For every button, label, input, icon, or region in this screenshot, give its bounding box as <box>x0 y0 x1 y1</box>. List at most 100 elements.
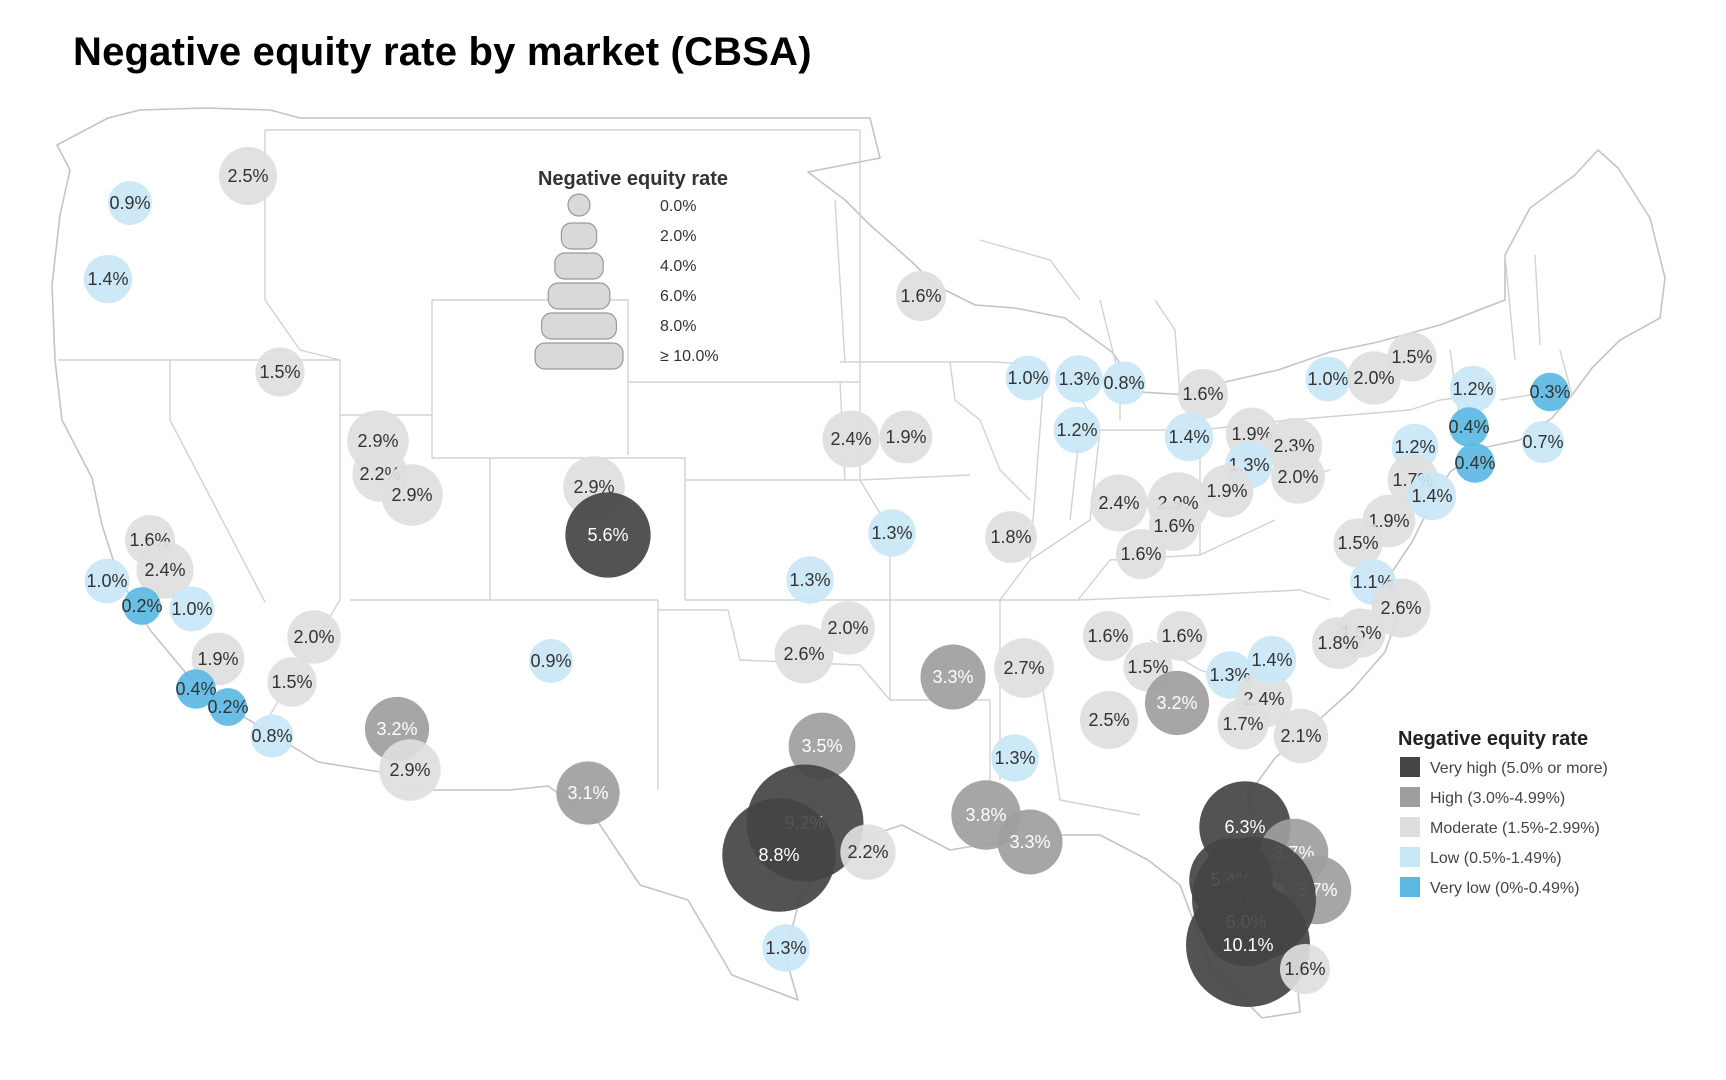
market-bubble-circle <box>985 511 1037 563</box>
market-rate-label: 3.3% <box>1009 832 1050 852</box>
market-rate-label: 1.6% <box>900 286 941 306</box>
market-bubble: 10.1% <box>1186 883 1310 1007</box>
market-bubble-circle <box>1333 518 1383 568</box>
market-bubble: 1.3% <box>762 924 810 972</box>
market-bubble: 2.5% <box>1080 691 1138 749</box>
market-rate-label: 0.4% <box>1448 417 1489 437</box>
market-bubble-circle <box>1347 351 1401 405</box>
market-bubble: 2.6% <box>774 624 834 684</box>
market-rate-label: 1.9% <box>197 649 238 669</box>
market-bubble: 1.0% <box>1005 355 1051 401</box>
market-bubble: 5.6% <box>565 492 651 578</box>
market-bubble: 2.2% <box>840 824 896 880</box>
market-rate-label: 0.2% <box>121 596 162 616</box>
size-legend-label: 2.0% <box>660 228 696 245</box>
market-bubble-circle <box>762 924 810 972</box>
market-bubble: 1.6% <box>1148 500 1200 552</box>
market-rate-label: 2.9% <box>389 760 430 780</box>
market-rate-label: 0.9% <box>109 193 150 213</box>
market-bubble-circle <box>1115 528 1167 580</box>
market-rate-label: 1.6% <box>1153 516 1194 536</box>
market-bubble-circle <box>1371 578 1431 638</box>
market-bubble: 1.2% <box>1449 365 1497 413</box>
market-bubble-circle <box>1053 406 1101 454</box>
market-bubble-circle <box>1164 412 1214 462</box>
market-rate-label: 1.9% <box>1368 511 1409 531</box>
market-rate-label: 0.2% <box>207 697 248 717</box>
market-bubble-circle <box>868 509 916 557</box>
market-bubble-circle <box>123 587 161 625</box>
market-rate-label: 2.5% <box>227 166 268 186</box>
market-rate-label: 1.0% <box>1007 368 1048 388</box>
color-legend-label: Very low (0%-0.49%) <box>1430 880 1579 897</box>
market-rate-label: 1.6% <box>1087 626 1128 646</box>
market-bubble-circle <box>1055 355 1103 403</box>
color-legend-swatch <box>1400 787 1420 807</box>
market-rate-label: 2.4% <box>144 560 185 580</box>
market-rate-label: 1.6% <box>1284 959 1325 979</box>
market-rate-label: 1.9% <box>1231 424 1272 444</box>
market-rate-label: 1.2% <box>1394 437 1435 457</box>
market-bubble-circle <box>1271 450 1325 504</box>
market-bubble: 2.0% <box>287 610 341 664</box>
us-basemap <box>51 107 1666 1019</box>
market-bubble: 2.5% <box>219 147 277 205</box>
market-rate-label: 1.4% <box>1251 650 1292 670</box>
market-bubble-circle <box>1082 610 1134 662</box>
size-legend: Negative equity rate 0.0% 2.0% 4.0% 6.0% 8.0%… <box>534 168 728 370</box>
market-rate-label: 3.5% <box>801 736 842 756</box>
market-bubble: 1.4% <box>1164 412 1214 462</box>
color-legend-swatch <box>1400 877 1420 897</box>
market-bubble: 2.0% <box>1271 450 1325 504</box>
market-bubble-circle <box>991 734 1039 782</box>
market-bubble: 1.2% <box>1053 406 1101 454</box>
market-bubble: 0.7% <box>1521 420 1565 464</box>
market-bubble-circle <box>529 639 573 683</box>
market-rate-label: 1.3% <box>871 523 912 543</box>
market-bubble-circle <box>1090 474 1148 532</box>
market-bubble-circle <box>1312 617 1364 669</box>
market-bubble-circle <box>267 657 317 707</box>
market-bubble: 0.8% <box>1102 361 1146 405</box>
market-bubble: 1.0% <box>169 586 215 632</box>
market-bubble: 2.0% <box>821 601 875 655</box>
market-bubble-circle <box>255 347 305 397</box>
market-bubble-circle <box>1449 407 1489 447</box>
market-rate-label: 1.8% <box>990 527 1031 547</box>
market-rate-label: 1.0% <box>1307 369 1348 389</box>
market-bubble-circle <box>722 798 836 912</box>
market-bubble: 3.3% <box>997 809 1063 875</box>
market-bubble-circle <box>379 739 441 801</box>
market-bubble-circle <box>788 712 856 780</box>
color-legend-swatch <box>1400 817 1420 837</box>
color-legend-label: Moderate (1.5%-2.99%) <box>1430 820 1600 837</box>
market-bubble-circle <box>136 541 194 599</box>
market-bubble: 1.9% <box>879 410 933 464</box>
market-rate-label: 0.8% <box>1103 373 1144 393</box>
market-rate-label: 1.3% <box>789 570 830 590</box>
market-bubble-circle <box>840 824 896 880</box>
market-rate-label: 1.4% <box>1411 486 1452 506</box>
market-rate-label: 2.9% <box>573 477 614 497</box>
market-rate-label: 1.6% <box>1182 384 1223 404</box>
market-bubble-circle <box>1455 443 1495 483</box>
market-bubble: 3.2% <box>1144 670 1210 736</box>
market-rate-label: 2.7% <box>1003 658 1044 678</box>
market-rate-label: 2.9% <box>357 431 398 451</box>
market-bubble: 1.3% <box>786 556 834 604</box>
market-bubble: 1.6% <box>1156 610 1208 662</box>
market-rate-label: 1.3% <box>765 938 806 958</box>
market-bubble-circle <box>1449 365 1497 413</box>
market-rate-label: 2.9% <box>391 485 432 505</box>
market-rate-label: 2.0% <box>1277 467 1318 487</box>
market-rate-label: 1.4% <box>1168 427 1209 447</box>
size-legend-swatch <box>534 342 624 370</box>
market-rate-label: 0.7% <box>1522 432 1563 452</box>
market-bubble: 2.4% <box>1090 474 1148 532</box>
market-bubble: 1.3% <box>1206 651 1254 699</box>
market-bubble: 1.0% <box>1305 356 1351 402</box>
market-rate-label: 2.6% <box>783 644 824 664</box>
market-bubble-circle <box>1247 635 1297 685</box>
market-rate-label: 2.4% <box>1098 493 1139 513</box>
